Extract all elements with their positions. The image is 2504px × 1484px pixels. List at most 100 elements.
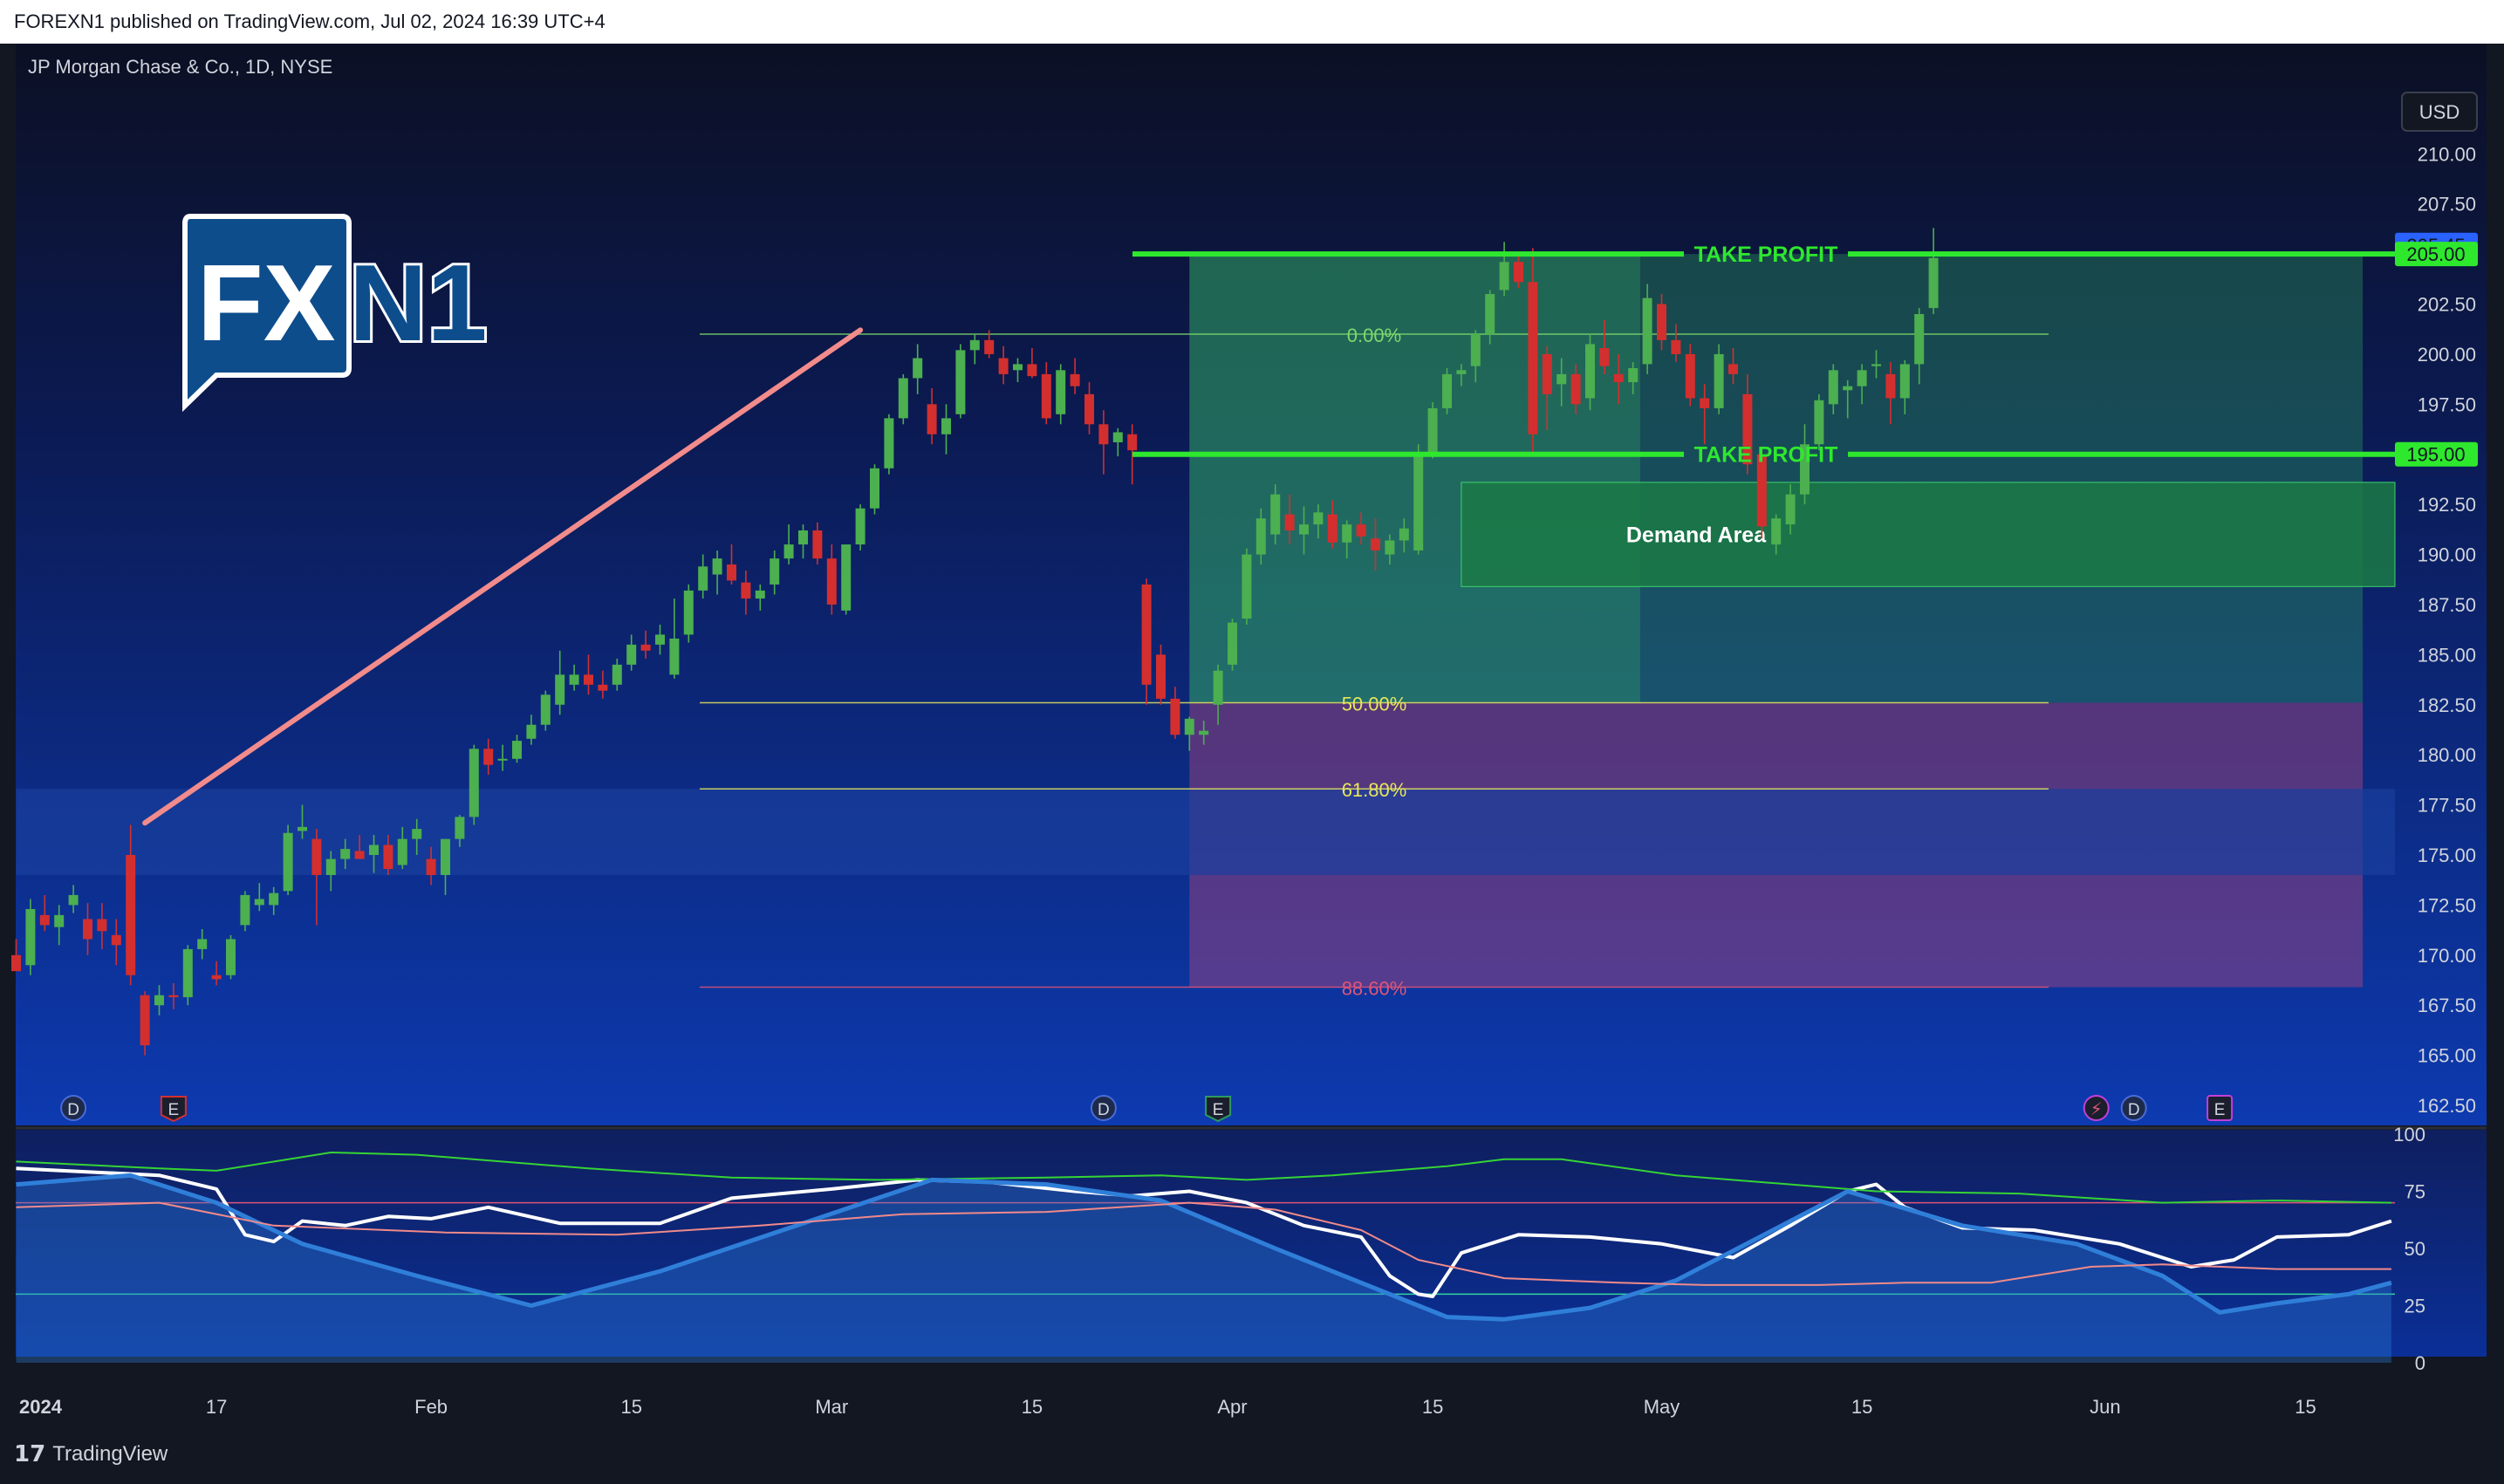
candle-body	[512, 741, 522, 759]
candle-body	[698, 566, 708, 591]
take-profit-label: TAKE PROFIT	[1694, 243, 1838, 267]
position-profit-zone	[1189, 254, 2364, 703]
event-label: E	[1213, 1101, 1224, 1119]
candle-body	[941, 418, 951, 434]
fib-label: 61.80%	[1342, 779, 1407, 801]
candle-body	[1771, 518, 1782, 545]
price-tick: 197.50	[2418, 393, 2476, 415]
candle-body	[39, 914, 50, 926]
price-tick: 162.50	[2418, 1095, 2476, 1117]
candle-body	[1112, 432, 1123, 442]
candle-body	[984, 339, 995, 354]
chart[interactable]: Demand Area 0.00% 50.00% 61.80% 88.60% TAKE…	[0, 44, 2504, 1427]
candle-body	[1843, 386, 1853, 391]
indicator-tick: 75	[2405, 1181, 2425, 1203]
candle-body	[455, 817, 465, 839]
candle-body	[927, 404, 937, 434]
candle-body	[998, 358, 1009, 374]
logo-bubble	[182, 214, 352, 413]
candle-body	[1184, 718, 1194, 735]
trendline-layer[interactable]	[142, 327, 864, 826]
event-label: E	[168, 1101, 180, 1119]
time-tick: 17	[206, 1396, 227, 1418]
tradingview-brand[interactable]: 17 TradingView	[14, 1441, 168, 1467]
take-profit-layer[interactable]: TAKE PROFIT TAKE PROFIT	[1132, 243, 2395, 468]
trendline	[142, 327, 864, 826]
candle-body	[655, 634, 665, 645]
candle-body	[841, 544, 852, 611]
event-label: D	[1098, 1101, 1110, 1119]
price-tick: 177.50	[2418, 795, 2476, 817]
event-label: D	[67, 1101, 79, 1119]
candle-body	[483, 749, 494, 765]
candle-body	[955, 350, 966, 414]
candle-body	[969, 339, 980, 351]
candle-body	[770, 558, 780, 585]
logo-text-fx: FX	[197, 243, 335, 364]
candle-body	[426, 858, 436, 875]
candle-body	[1456, 370, 1467, 374]
candle-body	[1599, 348, 1610, 366]
candle-body	[168, 995, 179, 998]
candle-body	[1255, 518, 1266, 555]
fib-label: 50.00%	[1342, 693, 1407, 715]
time-tick: Apr	[1217, 1396, 1247, 1418]
candle-body	[1427, 407, 1438, 455]
candle-body	[1442, 373, 1452, 408]
event-label: E	[2214, 1101, 2226, 1119]
candle-body	[1470, 333, 1481, 366]
publish-bar: FOREXN1 published on TradingView.com, Ju…	[0, 0, 2504, 44]
currency-button[interactable]: USD	[2401, 92, 2478, 132]
candle-body	[669, 639, 680, 675]
candle-body	[1657, 304, 1666, 340]
price-badge	[2395, 242, 2478, 267]
event-label: D	[2128, 1101, 2140, 1119]
candle-body	[1213, 670, 1223, 705]
candle-body	[1399, 528, 1409, 541]
candle-body	[497, 758, 508, 761]
candle-body	[197, 939, 208, 949]
candle-body	[555, 674, 565, 705]
candle-body	[783, 544, 794, 559]
price-tick: 207.50	[2418, 194, 2476, 215]
time-tick: Mar	[815, 1396, 848, 1418]
candle-body	[11, 954, 21, 972]
candle-body	[1299, 524, 1309, 535]
candle-body	[1027, 364, 1037, 377]
price-tick: 165.00	[2418, 1045, 2476, 1067]
candle-body	[1885, 373, 1896, 399]
candle-body	[1556, 373, 1567, 385]
price-axis[interactable]: 212.50210.00207.50205.00202.50200.00197.…	[2395, 93, 2478, 1117]
candle-body	[1685, 353, 1695, 399]
candle-body	[1671, 339, 1681, 354]
indicator-tick: 50	[2405, 1238, 2425, 1260]
candle-body	[1084, 393, 1094, 425]
candle-body	[182, 948, 193, 998]
candle-body	[1700, 398, 1710, 408]
earnings-icon	[1205, 1096, 1232, 1123]
time-tick: 15	[620, 1396, 641, 1418]
price-tick: 185.00	[2418, 644, 2476, 666]
currency-label: USD	[2419, 101, 2460, 123]
candle-body	[1485, 294, 1495, 334]
events-layer[interactable]: D E D E D E ⚡	[60, 1095, 2234, 1123]
price-tick: 172.50	[2418, 894, 2476, 916]
candle-body	[111, 934, 121, 946]
time-axis[interactable]: 202417Feb15Mar15Apr15May15Jun15Jul16Aug1…	[19, 1396, 2504, 1418]
indicator-tick: 0	[2415, 1352, 2425, 1374]
fxn1-logo: FX N1	[182, 214, 490, 413]
candle-body	[83, 919, 92, 940]
candle-body	[1228, 622, 1237, 665]
candle-body	[526, 724, 537, 739]
price-tick: 200.00	[2418, 344, 2476, 366]
lightning-glyph: ⚡	[2090, 1098, 2103, 1119]
footer-bar: 17 TradingView	[0, 1427, 2504, 1484]
candle-body	[140, 995, 150, 1046]
chart-title: JP Morgan Chase & Co., 1D, NYSE	[28, 56, 332, 78]
indicator-tick: 25	[2405, 1296, 2425, 1317]
candle-body	[126, 855, 136, 975]
candle-body	[1356, 524, 1366, 537]
publish-info: FOREXN1 published on TradingView.com, Ju…	[14, 10, 605, 32]
demand-area-label: Demand Area	[1626, 523, 1767, 548]
candle-body	[25, 909, 36, 966]
